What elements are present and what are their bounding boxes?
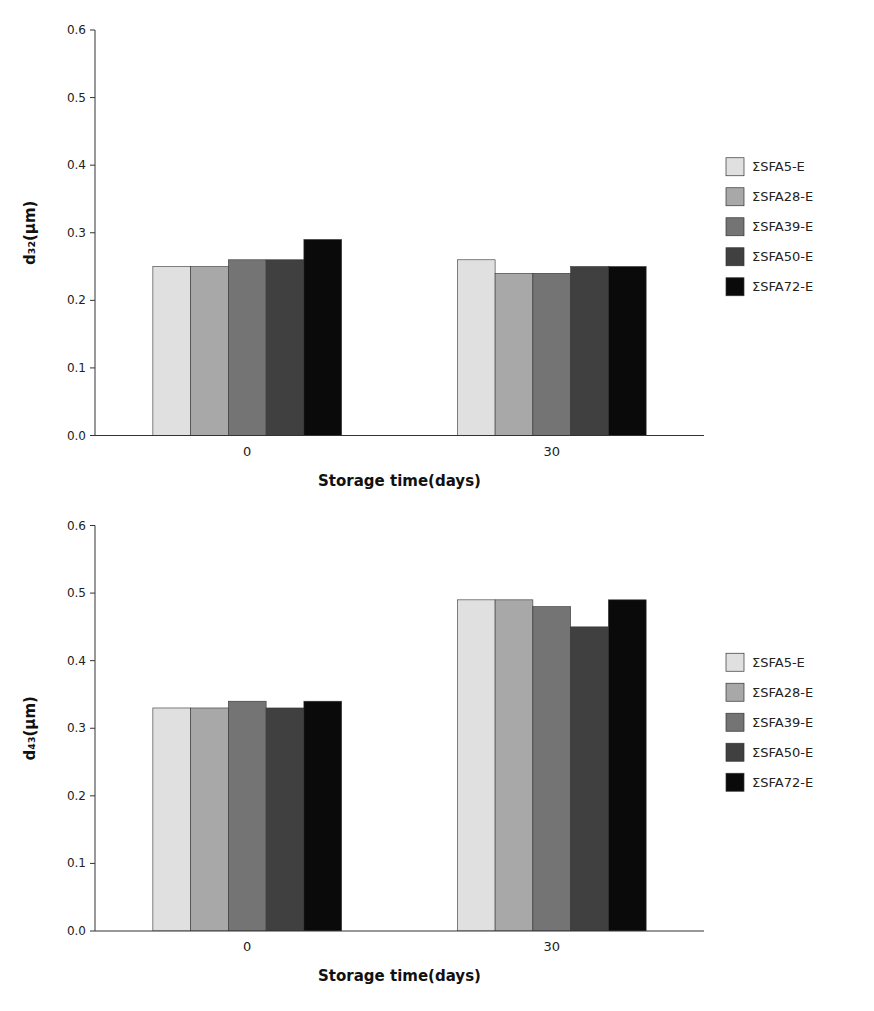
bar — [571, 627, 609, 931]
y-tick-label: 0.0 — [67, 429, 86, 443]
bar — [191, 267, 229, 436]
figure: 0.0 0.1 0.2 0.3 0.4 0.5 0.6 0 30 d₃₂(μm) Storage t… — [0, 0, 874, 1011]
legend-label: ΣSFA28-E — [752, 685, 813, 700]
bar — [266, 708, 304, 931]
legend-swatch — [726, 683, 744, 701]
y-tick-label: 0.4 — [67, 158, 86, 172]
y-axis-label: d₄₃(μm) — [21, 696, 39, 760]
legend: ΣSFA5-E ΣSFA28-E ΣSFA39-E ΣSFA50-E ΣSFA72-E — [726, 653, 813, 791]
y-tick-label: 0.0 — [67, 924, 86, 938]
bar — [608, 267, 646, 436]
panel: 0.0 0.1 0.2 0.3 0.4 0.5 0.6 0 30 d₃₂(μm) Storage t… — [21, 23, 813, 490]
y-tick — [90, 435, 95, 436]
legend-label: ΣSFA39-E — [752, 219, 813, 234]
legend-swatch — [726, 713, 744, 731]
y-tick — [90, 728, 95, 729]
y-tick-label: 0.5 — [67, 91, 86, 105]
y-tick-label: 0.4 — [67, 654, 86, 668]
y-tick — [90, 367, 95, 368]
bar — [533, 607, 571, 931]
legend-label: ΣSFA50-E — [752, 745, 813, 760]
y-tick-label: 0.1 — [67, 856, 86, 870]
bar — [153, 708, 191, 931]
legend-swatch — [726, 218, 744, 236]
x-axis-label: Storage time(days) — [318, 967, 481, 985]
legend-label: ΣSFA50-E — [752, 249, 813, 264]
bar — [608, 600, 646, 931]
y-tick — [90, 232, 95, 233]
bar — [153, 267, 191, 436]
x-tick-label: 30 — [543, 444, 560, 459]
y-tick-label: 0.6 — [67, 23, 86, 37]
bar — [495, 600, 533, 931]
legend-label: ΣSFA72-E — [752, 279, 813, 294]
y-tick-label: 0.1 — [67, 361, 86, 375]
y-tick-label: 0.5 — [67, 586, 86, 600]
y-tick — [90, 300, 95, 301]
y-tick — [90, 97, 95, 98]
x-axis-label: Storage time(days) — [318, 472, 481, 490]
legend-swatch — [726, 158, 744, 176]
background — [0, 0, 874, 1011]
y-tick — [90, 660, 95, 661]
bar — [495, 273, 533, 435]
legend-label: ΣSFA28-E — [752, 189, 813, 204]
legend-label: ΣSFA72-E — [752, 775, 813, 790]
bar — [571, 267, 609, 436]
y-tick-label: 0.3 — [67, 226, 86, 240]
bar — [533, 273, 571, 435]
bar — [304, 701, 342, 931]
bar — [228, 260, 266, 436]
y-axis-label: d₃₂(μm) — [21, 201, 39, 265]
y-tick — [90, 863, 95, 864]
y-tick-label: 0.3 — [67, 721, 86, 735]
legend-swatch — [726, 773, 744, 791]
legend-swatch — [726, 188, 744, 206]
y-tick — [90, 931, 95, 932]
bar — [457, 260, 495, 436]
y-tick — [90, 30, 95, 31]
legend-swatch — [726, 278, 744, 296]
legend-label: ΣSFA5-E — [752, 655, 805, 670]
x-tick-label: 30 — [543, 939, 560, 954]
legend: ΣSFA5-E ΣSFA28-E ΣSFA39-E ΣSFA50-E ΣSFA72-E — [726, 158, 813, 296]
bars — [153, 600, 646, 931]
x-axis — [95, 931, 704, 932]
y-tick-label: 0.2 — [67, 293, 86, 307]
y-tick — [90, 593, 95, 594]
bar — [191, 708, 229, 931]
legend-swatch — [726, 743, 744, 761]
y-tick-label: 0.2 — [67, 789, 86, 803]
legend-label: ΣSFA39-E — [752, 715, 813, 730]
x-tick-label: 0 — [243, 444, 251, 459]
y-tick — [90, 795, 95, 796]
bars — [153, 240, 646, 436]
legend-swatch — [726, 653, 744, 671]
y-tick-label: 0.6 — [67, 519, 86, 533]
bar — [266, 260, 304, 436]
legend-label: ΣSFA5-E — [752, 159, 805, 174]
y-tick — [90, 165, 95, 166]
bar — [304, 240, 342, 436]
bar — [228, 701, 266, 931]
x-axis — [95, 435, 704, 436]
bar — [457, 600, 495, 931]
y-tick — [90, 525, 95, 526]
legend-swatch — [726, 248, 744, 266]
panel: 0.0 0.1 0.2 0.3 0.4 0.5 0.6 0 30 d₄₃(μm) Storage t… — [21, 519, 813, 986]
x-tick-label: 0 — [243, 939, 251, 954]
